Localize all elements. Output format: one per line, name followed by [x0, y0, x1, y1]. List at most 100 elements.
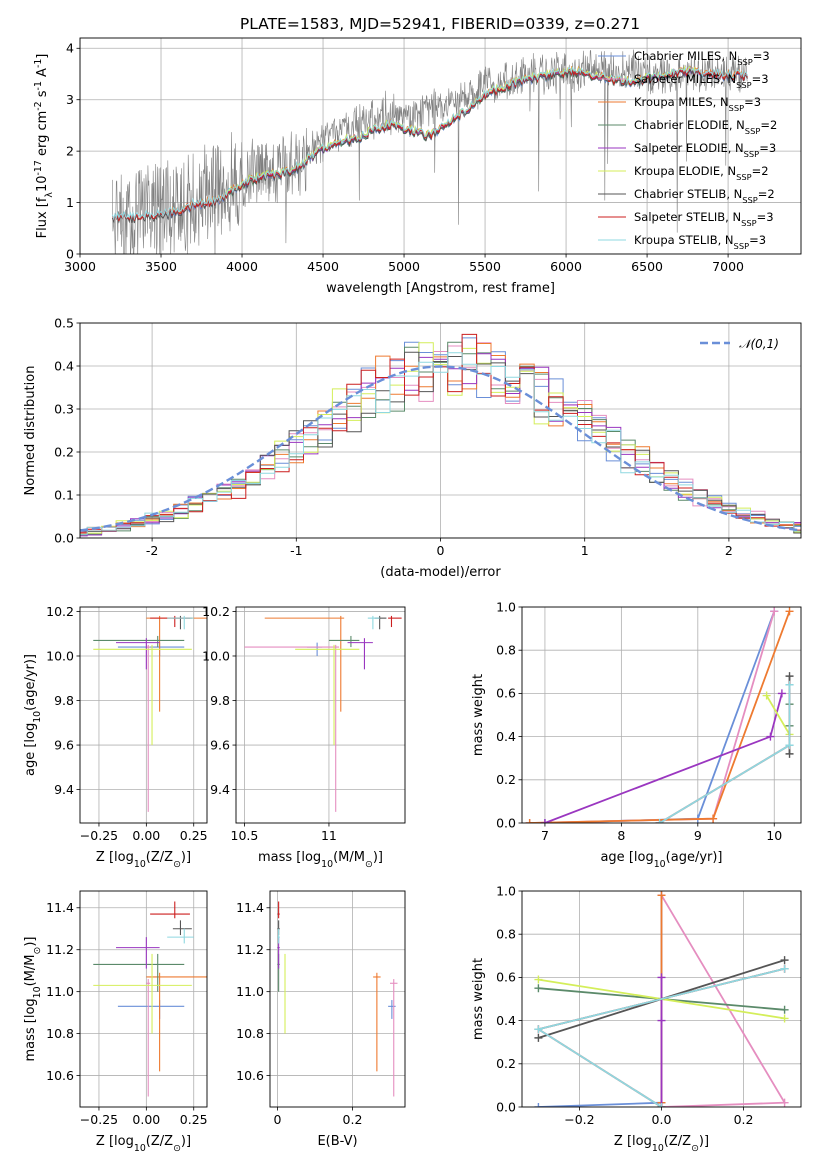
- x-axis-label: wavelength [Angstrom, rest frame]: [326, 281, 555, 296]
- x-tick-label: 10.5: [231, 828, 259, 843]
- y-axis-label: Normed distribution: [23, 366, 38, 496]
- x-tick-label: 2: [725, 543, 733, 558]
- axes-residuals: -2 -1 0 1 2 0.0 0.1 0.2 0.3 0.4 0.5 (data-model)/er…: [23, 315, 802, 580]
- mass-weight-marker: [534, 975, 543, 984]
- x-tick-label: 3500: [145, 259, 177, 274]
- text-fragment: =3: [752, 72, 769, 86]
- y-tick-label: 10.2: [46, 604, 74, 619]
- mass-weight-marker: [785, 607, 794, 616]
- y-tick-label: 0: [66, 246, 74, 261]
- legend-label: Chabrier STELIB, NSSP=2: [634, 187, 775, 205]
- x-tick-label: −0.25: [80, 1112, 118, 1127]
- y-tick-label: 9.8: [210, 693, 230, 708]
- mass-weight-marker: [762, 691, 771, 700]
- axes-mass-vs-ebv: 0 0.2 10.6 10.8 11.0 11.2 11.4 E(B-V): [236, 890, 406, 1149]
- text-fragment: age [log: [23, 723, 38, 776]
- histogram-chabrier-stelib: [80, 351, 801, 534]
- model-line-chabrier-elodie: [225, 67, 696, 199]
- text-fragment: -1: [33, 59, 44, 68]
- text-fragment: (age/yr)]: [666, 850, 723, 865]
- text-fragment: (data-model)/error: [380, 565, 501, 580]
- text-fragment: Salpeter MILES, N: [634, 72, 736, 86]
- mass-weight-marker: [785, 680, 794, 689]
- plot-area: [80, 323, 801, 538]
- text-fragment: Salpeter ELODIE, N: [634, 141, 744, 155]
- y-tick-label: 0.4: [496, 1013, 516, 1028]
- text-fragment: ⊙: [173, 859, 181, 870]
- text-fragment: Normed distribution: [23, 366, 38, 496]
- plot-area: [522, 891, 801, 1107]
- y-tick-label: 4: [66, 41, 74, 56]
- x-tick-label: 0.2: [734, 1112, 754, 1127]
- axes-frame: [521, 890, 802, 1108]
- text-fragment: SSP: [742, 195, 758, 205]
- axes-frame: [235, 606, 406, 824]
- y-axis-label: age [log10(age/yr)]: [23, 654, 43, 776]
- mass-weight-marker: [785, 672, 794, 681]
- axes-mw-vs-Z: −0.2 0.0 0.2 0.0 0.2 0.4 0.6 0.8 1.0 Z [log10(Z/Z…: [471, 883, 802, 1154]
- x-tick-label: 0.00: [132, 828, 160, 843]
- figure-title: PLATE=1583, MJD=52941, FIBERID=0339, z=0…: [240, 15, 640, 33]
- text-fragment: (M/M: [23, 954, 38, 986]
- y-axis-label: mass weight: [471, 958, 486, 1040]
- y-tick-label: 1.0: [496, 883, 516, 898]
- text-fragment: =3: [744, 95, 761, 109]
- data-spectrum-line: [112, 49, 748, 254]
- legend-label: Kroupa STELIB, NSSP=3: [634, 233, 766, 251]
- text-fragment: )]: [181, 850, 191, 865]
- y-tick-label: 0.2: [54, 444, 74, 459]
- text-fragment: 10: [32, 711, 43, 723]
- model-line-kroupa-stelib: [111, 65, 748, 221]
- x-tick-label: −0.2: [564, 1112, 594, 1127]
- y-tick-label: 1.0: [496, 599, 516, 614]
- text-fragment: erg cm: [35, 111, 50, 160]
- text-fragment: SSP: [734, 241, 750, 251]
- y-tick-label: 10.0: [46, 648, 74, 663]
- text-fragment: ⊙: [173, 1143, 181, 1154]
- text-fragment: ⊙: [365, 859, 373, 870]
- y-tick-label: 0.8: [496, 643, 516, 658]
- y-tick-label: 2: [66, 143, 74, 158]
- mass-weight-marker: [780, 1014, 789, 1023]
- y-tick-label: 11.4: [46, 900, 74, 915]
- text-fragment: 10: [134, 1143, 146, 1154]
- legend-label: Kroupa ELODIE, NSSP=2: [634, 164, 769, 182]
- text-fragment: E(B-V): [317, 1134, 357, 1149]
- x-tick-label: 4000: [226, 259, 258, 274]
- text-fragment: =2: [760, 118, 777, 132]
- y-tick-label: 11.0: [46, 984, 74, 999]
- text-fragment: )]: [181, 1134, 191, 1149]
- text-fragment: age [log: [600, 850, 653, 865]
- text-fragment: Z [log: [96, 850, 134, 865]
- y-tick-label: 10.6: [46, 1068, 74, 1083]
- mass-weight-line: [538, 895, 663, 1107]
- text-fragment: Chabrier MILES, N: [634, 49, 737, 63]
- axes-age-vs-Z: −0.25 0.00 0.259.49.69.810.010.2Z [log10(Z…: [23, 604, 208, 870]
- text-fragment: 10: [134, 859, 146, 870]
- y-tick-label: 10.2: [202, 604, 230, 619]
- y-tick-label: 0.0: [54, 530, 74, 545]
- normal-curve: [80, 365, 801, 532]
- x-tick-label: 7: [541, 828, 549, 843]
- x-axis-label: age [log10(age/yr)]: [600, 850, 722, 870]
- mass-weight-marker: [655, 819, 664, 823]
- mass-weight-marker: [766, 732, 775, 741]
- mass-weight-line: [529, 610, 791, 823]
- mass-weight-marker: [525, 819, 534, 823]
- mass-weight-marker: [770, 607, 779, 616]
- x-tick-label: 5500: [469, 259, 501, 274]
- y-tick-label: 10.8: [236, 1026, 264, 1041]
- x-axis-label: (data-model)/error: [380, 565, 501, 580]
- text-fragment: mass weight: [471, 958, 486, 1040]
- mass-weight-line: [765, 695, 791, 735]
- plot-area: [80, 891, 207, 1107]
- text-fragment: Z [log: [614, 1134, 652, 1149]
- y-tick-label: 0.4: [496, 729, 516, 744]
- mass-weight-marker: [780, 956, 789, 965]
- text-fragment: s: [35, 90, 50, 101]
- text-fragment: SSP: [737, 57, 753, 67]
- mass-weight-marker: [534, 1033, 543, 1042]
- text-fragment: =3: [757, 210, 774, 224]
